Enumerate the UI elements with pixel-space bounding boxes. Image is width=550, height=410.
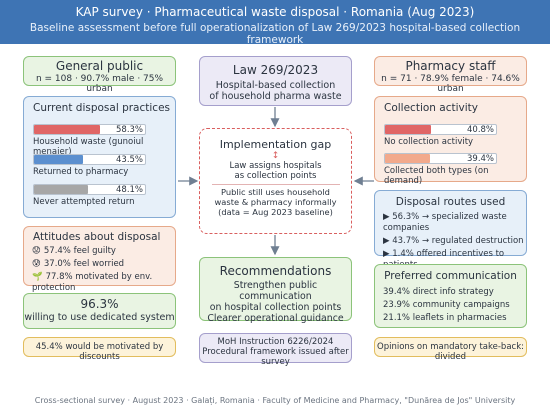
route-item: ▶ 56.3% → specialized waste companies	[383, 212, 507, 233]
gap-divider	[211, 184, 340, 185]
attitudes-box: Attitudes about disposal 😟 57.4% feel gui…	[23, 226, 176, 293]
collection-activity-title: Collection activity	[384, 102, 478, 114]
disposal-practices-box: Current disposal practices 58.3% Househol…	[23, 96, 176, 218]
preferred-communication-box: Preferred communication 39.4% direct inf…	[374, 264, 527, 328]
pharmacy-staff-stats: n = 71 · 78.9% female · 74.6% urban	[381, 74, 520, 94]
pharmacy-staff-box: Pharmacy staff n = 71 · 78.9% female · 7…	[374, 56, 527, 94]
disposal-routes-list: ▶ 56.3% → specialized waste companies ▶ 4…	[375, 212, 526, 271]
law-line-1: Hospital-based collection	[215, 80, 336, 91]
disposal-routes-box: Disposal routes used ▶ 56.3% → specializ…	[374, 190, 527, 270]
gap-line-4: waste & pharmacy informally	[214, 197, 337, 207]
bar-fill	[34, 185, 88, 194]
attitude-item: 🌱 77.8% motivated by env. protection	[32, 272, 175, 294]
emoji-icon: 😰	[32, 259, 41, 269]
moh-line-2: Procedural framework issued after survey	[202, 347, 349, 367]
opinions-box: Opinions on mandatory take-back: divided	[374, 337, 527, 362]
attitudes-title: Attitudes about disposal	[33, 231, 161, 243]
disposal-routes-title: Disposal routes used	[395, 196, 506, 208]
header-title: KAP survey · Pharmaceutical waste dispos…	[75, 5, 475, 19]
bar-track	[33, 184, 146, 195]
willing-box: 96.3% willing to use dedicated system	[23, 293, 176, 329]
bar-label: Household waste (gunoiul menajer)	[33, 137, 144, 157]
gap-line-3: Public still uses household	[221, 187, 330, 197]
bar-fill	[385, 125, 431, 134]
general-public-title: General public	[55, 59, 144, 73]
moh-box: MoH Instruction 6226/2024 Procedural fra…	[199, 333, 352, 367]
gap-line-2: as collection points	[234, 171, 317, 181]
discounts-text: 45.4% would be motivated by discounts	[35, 342, 164, 362]
disposal-practices-title: Current disposal practices	[33, 102, 171, 114]
attitudes-list: 😟 57.4% feel guilty 😰 37.0% feel worried 🌱 77…	[24, 246, 175, 294]
preferred-communication-title: Preferred communication	[384, 270, 517, 282]
bar-value: 58.3%	[116, 124, 144, 135]
bar-track	[384, 153, 497, 164]
bar-value: 40.8%	[467, 124, 495, 135]
preferred-item: 21.1% leaflets in pharmacies	[383, 313, 507, 323]
preferred-item: 23.9% community campaigns	[383, 300, 510, 310]
bar-fill	[34, 125, 100, 134]
recommendations-title: Recommendations	[219, 264, 332, 278]
law-box: Law 269/2023 Hospital-based collection o…	[199, 56, 352, 106]
bar-label: Returned to pharmacy	[33, 167, 129, 177]
attitude-item: 😰 37.0% feel worried	[32, 259, 175, 270]
bar-label: Collected both types (on demand)	[384, 166, 489, 186]
bar-fill	[385, 154, 430, 163]
general-public-box: General public n = 108 · 90.7% male · 75…	[23, 56, 176, 94]
general-public-stats: n = 108 · 90.7% male · 75% urban	[35, 74, 164, 94]
moh-line-1: MoH Instruction 6226/2024	[217, 337, 334, 347]
bar-track	[384, 124, 497, 135]
bar-track	[33, 124, 146, 135]
discounts-box: 45.4% would be motivated by discounts	[23, 337, 176, 362]
bar-track	[33, 154, 146, 165]
bar-value: 39.4%	[467, 153, 495, 164]
attitude-text: 77.8% motivated by env. protection	[32, 272, 153, 293]
recommendations-box: Recommendations Strengthen public commun…	[199, 257, 352, 324]
recommendations-line-3: Clearer operational guidance	[207, 313, 344, 324]
gap-line-1: Law assigns hospitals	[229, 161, 322, 171]
bar-value: 48.1%	[116, 184, 144, 195]
gap-title: Implementation gap	[219, 138, 332, 151]
bar-label: No collection activity	[384, 137, 474, 147]
attitude-text: 37.0% feel worried	[43, 259, 125, 269]
emoji-icon: 😟	[32, 246, 41, 256]
willing-text: willing to use dedicated system	[24, 312, 175, 323]
route-item: ▶ 43.7% → regulated destruction	[383, 236, 524, 246]
opinions-text: Opinions on mandatory take-back: divided	[377, 342, 524, 362]
bar-label: Never attempted return	[33, 197, 135, 207]
header-subtitle: Baseline assessment before full operatio…	[29, 22, 521, 46]
emoji-icon: 🌱	[32, 272, 43, 282]
bar-value: 43.5%	[116, 154, 144, 165]
bar-fill	[34, 155, 83, 164]
law-line-2: of household pharma waste	[209, 91, 342, 102]
pharmacy-staff-title: Pharmacy staff	[405, 59, 496, 73]
collection-activity-box: Collection activity 40.8% No collection a…	[374, 96, 527, 186]
recommendations-line-1: Strengthen public communication	[233, 280, 318, 302]
gap-symbol: ↕	[271, 151, 280, 161]
recommendations-line-2: on hospital collection points	[209, 302, 342, 313]
header-banner: KAP survey · Pharmaceutical waste dispos…	[0, 0, 550, 46]
implementation-gap-box: Implementation gap ↕ Law assigns hospita…	[199, 128, 352, 234]
preferred-item: 39.4% direct info strategy	[383, 287, 494, 297]
law-title: Law 269/2023	[232, 63, 319, 77]
footer-caption: Cross-sectional survey · August 2023 · G…	[34, 396, 516, 405]
preferred-communication-list: 39.4% direct info strategy 23.9% communit…	[375, 287, 526, 324]
attitude-item: 😟 57.4% feel guilty	[32, 246, 175, 257]
willing-value: 96.3%	[80, 297, 119, 311]
attitude-text: 57.4% feel guilty	[43, 246, 116, 256]
gap-line-5: (data = Aug 2023 baseline)	[218, 207, 333, 217]
